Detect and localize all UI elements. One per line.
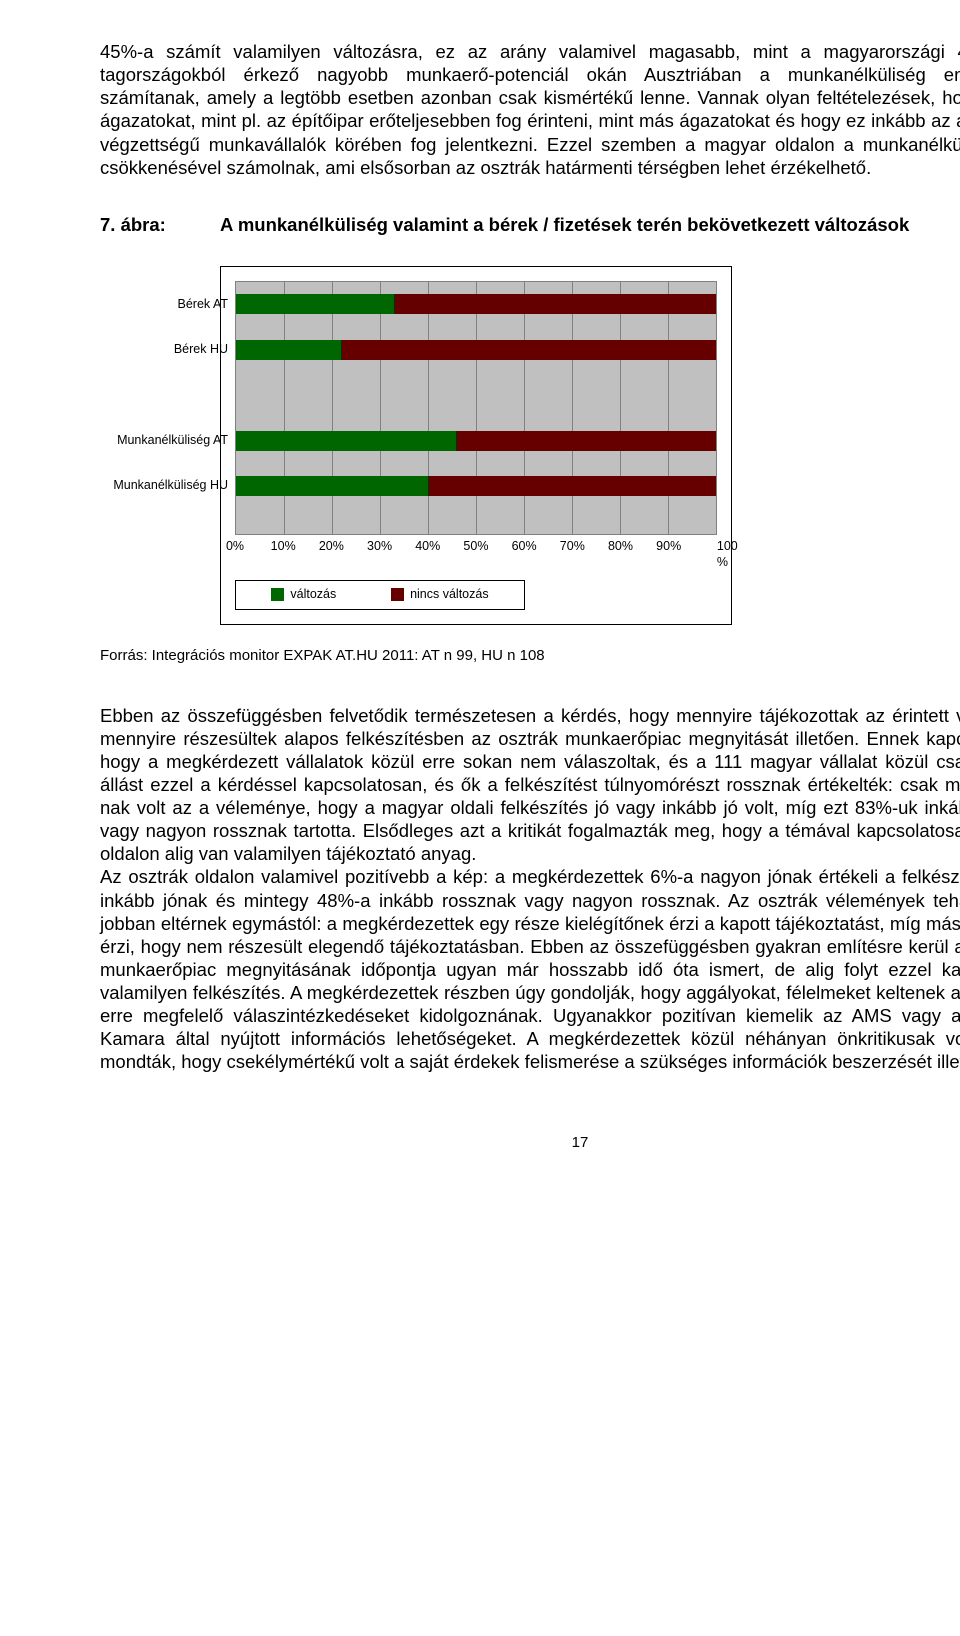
figure-rest: A munkanélküliség valamint a bérek / fiz… <box>220 213 960 236</box>
x-tick-label: 70% <box>548 539 596 570</box>
x-tick-label: 10% <box>259 539 307 570</box>
legend-swatch <box>271 588 284 601</box>
x-tick-label: 60% <box>500 539 548 570</box>
legend-label: változás <box>290 587 336 603</box>
figure-lead: 7. ábra: <box>100 213 220 236</box>
bar-row: Munkanélküliség HU <box>236 476 716 496</box>
paragraph-2b: Az osztrák oldalon valamivel pozitívebb … <box>100 865 960 1073</box>
legend-item: nincs változás <box>391 587 489 603</box>
bar-segment-valtozas <box>236 340 342 360</box>
bar-row: Munkanélküliség AT <box>236 431 716 451</box>
bar-label: Munkanélküliség AT <box>117 434 236 448</box>
paragraph-1: 45%-a számít valamilyen változásra, ez a… <box>100 40 960 179</box>
bar-label: Munkanélküliség HU <box>113 479 236 493</box>
bar-label: Bérek HU <box>174 343 236 357</box>
legend-item: változás <box>271 587 336 603</box>
legend: változás nincs változás <box>235 580 525 610</box>
bar-segment-valtozas <box>236 476 429 496</box>
chart-container: Bérek AT Bérek HU Munkanélküliség AT Munkan… <box>220 266 732 625</box>
bar-segment-nincs <box>395 294 716 314</box>
source-line: Forrás: Integrációs monitor EXPAK AT.HU … <box>100 647 960 666</box>
bar-segment-valtozas <box>236 431 457 451</box>
x-tick-label: 0% <box>211 539 259 570</box>
bar-segment-nincs <box>457 431 716 451</box>
figure-title: 7. ábra: A munkanélküliség valamint a bé… <box>100 213 960 236</box>
plot-area: Bérek AT Bérek HU Munkanélküliség AT Munkan… <box>235 281 717 535</box>
x-tick-label: 40% <box>404 539 452 570</box>
bar-row: Bérek AT <box>236 294 716 314</box>
x-tick-label: 20% <box>307 539 355 570</box>
x-tick-label: 30% <box>355 539 403 570</box>
legend-label: nincs változás <box>410 587 489 603</box>
page-number: 17 <box>100 1134 960 1153</box>
bar-row: Bérek HU <box>236 340 716 360</box>
legend-swatch <box>391 588 404 601</box>
x-axis-labels: 0%10%20%30%40%50%60%70%80%90%100% <box>235 539 717 570</box>
paragraph-2a: Ebben az összefüggésben felvetődik termé… <box>100 704 960 866</box>
x-tick-label: 50% <box>452 539 500 570</box>
bar-label: Bérek AT <box>178 298 236 312</box>
x-tick-label: 90% <box>645 539 693 570</box>
bar-segment-nincs <box>342 340 716 360</box>
bar-segment-valtozas <box>236 294 395 314</box>
x-tick-label: 80% <box>596 539 644 570</box>
bar-segment-nincs <box>429 476 716 496</box>
